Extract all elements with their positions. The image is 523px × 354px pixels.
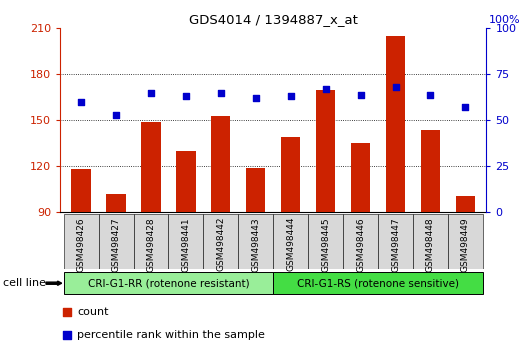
Bar	[203, 214, 238, 269]
Bar	[176, 151, 196, 212]
Point	[461, 105, 470, 110]
Point	[322, 86, 330, 92]
Point	[217, 90, 225, 96]
Text: cell line: cell line	[3, 278, 46, 288]
Point	[287, 93, 295, 99]
Text: GSM498444: GSM498444	[286, 217, 295, 272]
Text: GSM498445: GSM498445	[321, 217, 330, 272]
Text: CRI-G1-RS (rotenone sensitive): CRI-G1-RS (rotenone sensitive)	[297, 278, 459, 288]
Bar	[98, 214, 133, 269]
Bar	[343, 214, 378, 269]
Point	[181, 93, 190, 99]
Bar	[107, 194, 126, 212]
Bar	[274, 214, 308, 269]
Text: count: count	[77, 307, 109, 317]
Point	[391, 84, 400, 90]
Bar	[133, 214, 168, 269]
Text: GSM498442: GSM498442	[217, 217, 225, 272]
Point	[357, 92, 365, 97]
Point	[77, 99, 85, 105]
Bar	[72, 170, 90, 212]
Title: GDS4014 / 1394887_x_at: GDS4014 / 1394887_x_at	[189, 13, 358, 26]
Bar	[448, 214, 483, 269]
Bar	[64, 272, 274, 295]
Bar	[421, 130, 440, 212]
Bar	[274, 272, 483, 295]
Text: GSM498443: GSM498443	[251, 217, 260, 272]
Bar	[351, 143, 370, 212]
Text: GSM498448: GSM498448	[426, 217, 435, 272]
Bar	[413, 214, 448, 269]
Bar	[316, 90, 335, 212]
Bar	[211, 116, 231, 212]
Text: CRI-G1-RR (rotenone resistant): CRI-G1-RR (rotenone resistant)	[88, 278, 249, 288]
Text: GSM498446: GSM498446	[356, 217, 365, 272]
Bar	[246, 168, 265, 212]
Bar	[238, 214, 274, 269]
Text: GSM498449: GSM498449	[461, 217, 470, 272]
Text: GSM498426: GSM498426	[76, 217, 86, 272]
Text: GSM498428: GSM498428	[146, 217, 155, 272]
Text: GSM498441: GSM498441	[181, 217, 190, 272]
Bar	[281, 137, 300, 212]
Text: percentile rank within the sample: percentile rank within the sample	[77, 330, 265, 340]
Bar	[168, 214, 203, 269]
Point	[112, 112, 120, 118]
Point	[327, 227, 336, 233]
Bar	[378, 214, 413, 269]
Text: GSM498427: GSM498427	[111, 217, 120, 272]
Text: GSM498447: GSM498447	[391, 217, 400, 272]
Bar	[308, 214, 343, 269]
Text: 100%: 100%	[489, 15, 520, 25]
Bar	[64, 214, 98, 269]
Bar	[141, 122, 161, 212]
Point	[252, 96, 260, 101]
Bar	[456, 195, 475, 212]
Point	[426, 92, 435, 97]
Bar	[386, 36, 405, 212]
Point	[147, 90, 155, 96]
Point	[327, 18, 336, 24]
